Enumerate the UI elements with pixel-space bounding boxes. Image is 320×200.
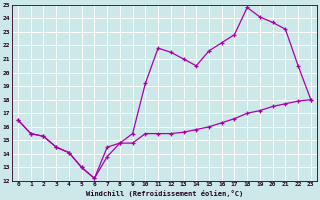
X-axis label: Windchill (Refroidissement éolien,°C): Windchill (Refroidissement éolien,°C) [86,190,243,197]
